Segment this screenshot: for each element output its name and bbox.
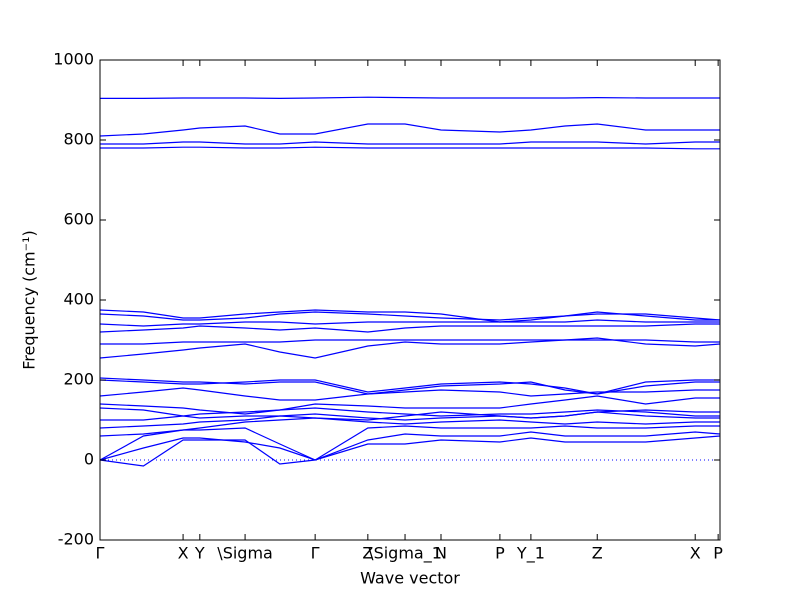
x-tick-label: P — [495, 544, 505, 563]
x-axis-label: Wave vector — [360, 569, 460, 588]
band-line — [99, 411, 720, 429]
band-line — [100, 339, 720, 345]
y-tick-label: -200 — [58, 530, 94, 549]
y-axis-label: Frequency (cm⁻¹) — [20, 230, 39, 369]
x-tick-label: \Sigma_1 — [368, 544, 442, 564]
band-line — [99, 407, 720, 421]
band-line — [100, 146, 720, 150]
band-line — [99, 319, 720, 327]
x-tick-label: Γ — [96, 544, 105, 563]
band-line — [99, 395, 720, 415]
band-line — [99, 309, 720, 323]
x-tick-label: P — [713, 544, 723, 563]
band-line — [99, 417, 720, 437]
band-line — [99, 387, 720, 401]
y-tick-label: 400 — [63, 290, 94, 309]
band-line — [99, 323, 720, 333]
band-line — [99, 379, 720, 395]
band-line — [100, 407, 720, 421]
y-tick-label: 0 — [84, 450, 94, 469]
band-line — [99, 377, 720, 395]
band-line — [100, 141, 720, 145]
y-tick-label: 600 — [63, 210, 94, 229]
x-tick-label: \Sigma — [217, 544, 273, 563]
x-tick-label: X — [690, 544, 701, 563]
y-tick-label: 200 — [63, 370, 94, 389]
band-line — [99, 435, 721, 467]
x-tick-label: N — [435, 544, 447, 563]
x-tick-label: X — [178, 544, 189, 563]
band-line — [100, 96, 720, 100]
band-line — [99, 311, 721, 321]
x-tick-label: Z — [362, 544, 373, 563]
x-tick-label: Γ — [311, 544, 320, 563]
x-tick-label: Y — [194, 544, 205, 563]
x-tick-label: Z — [592, 544, 603, 563]
band-line — [99, 431, 721, 461]
y-tick-label: 1000 — [53, 50, 94, 69]
x-tick-label: Y_1 — [516, 544, 545, 564]
plot-frame — [99, 59, 721, 541]
y-tick-label: 800 — [63, 130, 94, 149]
band-line — [99, 425, 720, 461]
band-line — [99, 123, 720, 137]
